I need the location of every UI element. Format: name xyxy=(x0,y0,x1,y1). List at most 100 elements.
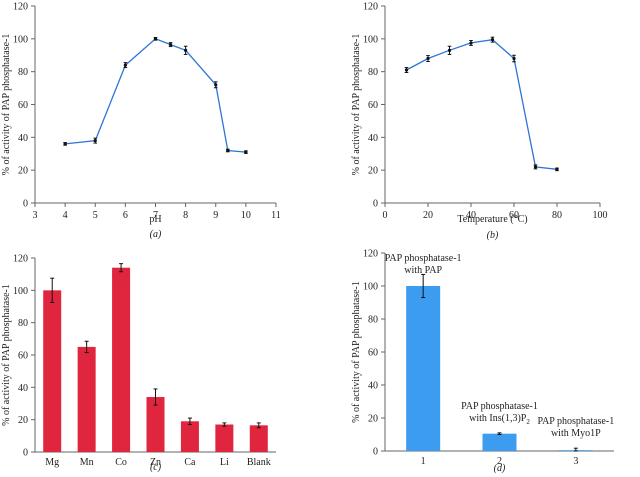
panel-c-category-label: Co xyxy=(115,457,127,468)
panel-c-metal-ion-bar-chart: 0 20 40 60 80 100 120 % of activity of PAP phos… xyxy=(1,254,276,473)
panel-d-bar-annotation-sub: with Ins(1,3)P2 xyxy=(469,413,530,426)
panel-c-category-label: Zn xyxy=(150,457,161,468)
panel-a-x-tick-label: 11 xyxy=(271,210,281,221)
panel-b-data-point xyxy=(533,165,538,169)
panel-a-data-point xyxy=(123,63,127,67)
panel-d-category-label: 2 xyxy=(497,456,502,467)
panel-a-x-tick-label: 8 xyxy=(183,210,188,221)
panel-c-y-tick-label: 20 xyxy=(18,415,28,426)
panel-d-y-tick-label: 40 xyxy=(368,381,378,392)
panel-d-y-tick-label: 80 xyxy=(368,315,378,326)
panel-a-x-tick-label: 5 xyxy=(93,210,98,221)
panel-a-y-tick-label: 100 xyxy=(13,34,28,45)
panel-a-y-tick-label: 60 xyxy=(18,100,28,111)
panel-a-x-tick-label: 3 xyxy=(33,210,38,221)
panel-b-x-tick-label: 0 xyxy=(383,210,388,221)
panel-d-y-tick-label: 100 xyxy=(363,282,378,293)
panel-a-y-tick-label: 40 xyxy=(18,133,28,144)
panel-d-y-tick-label: 20 xyxy=(368,414,378,425)
panel-a-data-point xyxy=(214,83,218,87)
panel-a-series-line xyxy=(65,38,246,153)
panel-c-bar xyxy=(43,290,62,452)
panel-b-data-point xyxy=(447,48,452,52)
panel-c-bar xyxy=(146,397,165,452)
panel-a-y-tick-label: 120 xyxy=(13,2,28,13)
panel-a-x-tick-label: 7 xyxy=(153,210,158,221)
panel-a-y-tick-label: 80 xyxy=(18,67,28,78)
panel-b-y-tick-label: 20 xyxy=(368,166,378,177)
panel-a-ph-activity-chart: 0 20 40 60 80 100 120 % of activity of PAP phos… xyxy=(1,2,281,241)
panel-c-y-tick-label: 60 xyxy=(18,351,28,362)
panel-a-data-point xyxy=(93,139,97,143)
panel-d-substrate-bar-chart: 0 20 40 60 80 100 120 % of activity of PAP phos… xyxy=(351,249,614,475)
panel-c-y-tick-label: 120 xyxy=(13,254,28,265)
panel-c-bar xyxy=(215,424,234,452)
panel-b-x-axis-label: Temperature (°C) xyxy=(457,214,527,225)
panel-c-y-tick-label: 100 xyxy=(13,286,28,297)
panel-a-data-point xyxy=(168,42,173,47)
panel-b-data-point xyxy=(469,41,473,45)
panel-a-y-axis-label: % of activity of PAP phosphatase-1 xyxy=(1,34,12,176)
panel-d-y-tick-label: 120 xyxy=(363,249,378,260)
panel-b-y-tick-label: 60 xyxy=(368,100,378,111)
panel-b-y-tick-label: 40 xyxy=(368,133,378,144)
panel-a-data-point xyxy=(226,148,230,153)
panel-a-x-tick-label: 10 xyxy=(241,210,251,221)
panel-d-bar-annotation: PAP phosphatase-1 xyxy=(537,416,614,427)
panel-c-bar xyxy=(77,346,96,452)
panel-a-data-point xyxy=(153,37,158,41)
panel-c-panel-label: (c) xyxy=(150,462,162,473)
panel-b-x-tick-label: 20 xyxy=(423,210,433,221)
panel-a-data-point xyxy=(244,150,248,154)
panel-c-y-tick-label: 40 xyxy=(18,383,28,394)
panel-c-bar xyxy=(112,267,131,452)
panel-a-panel-label: (a) xyxy=(150,229,162,240)
panel-a-x-axis-label: pH xyxy=(149,214,161,225)
panel-b-panel-label: (b) xyxy=(487,230,499,241)
panel-d-bar-annotation: PAP phosphatase-1 xyxy=(461,401,538,412)
panel-c-category-label: Blank xyxy=(247,457,271,468)
panel-d-y-axis-label: % of activity of PAP phosphatase-1 xyxy=(351,281,362,423)
panel-a-x-tick-label: 9 xyxy=(213,210,218,221)
panel-d-bar-annotation: PAP phosphatase-1 xyxy=(385,253,462,264)
panel-b-y-axis-label: % of activity of PAP phosphatase-1 xyxy=(351,34,362,176)
panel-b-temperature-activity-chart: 0 20 40 60 80 100 120 % of activity of PAP phos… xyxy=(351,2,608,242)
panel-c-bar xyxy=(180,421,199,452)
panel-c-category-label: Mg xyxy=(45,457,59,468)
panel-b-data-point xyxy=(555,167,559,171)
panel-a-x-tick-label: 4 xyxy=(63,210,68,221)
panel-b-data-point xyxy=(512,56,516,61)
panel-c-category-label: Mn xyxy=(80,457,94,468)
panel-d-y-tick-label: 60 xyxy=(368,348,378,359)
panel-d-bar xyxy=(482,433,517,451)
panel-d-bar xyxy=(406,286,441,451)
panel-d-y-tick-label: 0 xyxy=(373,447,378,458)
panel-b-data-point xyxy=(426,56,430,61)
panel-c-category-label: Ca xyxy=(184,457,196,468)
panel-c-y-tick-label: 0 xyxy=(23,448,28,459)
panel-a-data-point xyxy=(184,48,188,52)
panel-d-category-label: 1 xyxy=(421,456,426,467)
panel-b-data-point xyxy=(490,38,495,42)
panel-c-y-tick-label: 80 xyxy=(18,318,28,329)
panel-d-panel-label: (d) xyxy=(494,463,506,474)
panel-c-category-label: Li xyxy=(220,457,229,468)
panel-b-y-tick-label: 120 xyxy=(363,2,378,13)
panel-d-category-label: 3 xyxy=(573,456,578,467)
panel-b-x-tick-label: 100 xyxy=(593,210,608,221)
panel-d-bar-annotation-sub: with PAP xyxy=(404,265,442,276)
panel-b-y-tick-label: 0 xyxy=(373,199,378,210)
panel-a-y-tick-label: 20 xyxy=(18,166,28,177)
panel-b-y-tick-label: 100 xyxy=(363,34,378,45)
panel-a-data-point xyxy=(63,142,67,146)
panel-b-x-tick-label: 80 xyxy=(552,210,562,221)
panel-a-x-tick-label: 6 xyxy=(123,210,128,221)
panel-b-data-point xyxy=(404,68,409,72)
panel-b-x-tick-label: 60 xyxy=(509,210,519,221)
panel-c-y-axis-label: % of activity of PAP phosphatase-1 xyxy=(1,284,12,426)
panel-c-bar xyxy=(249,425,268,452)
panel-b-series-line xyxy=(406,39,558,170)
panel-b-x-tick-label: 40 xyxy=(466,210,476,221)
panel-a-y-tick-label: 0 xyxy=(23,199,28,210)
